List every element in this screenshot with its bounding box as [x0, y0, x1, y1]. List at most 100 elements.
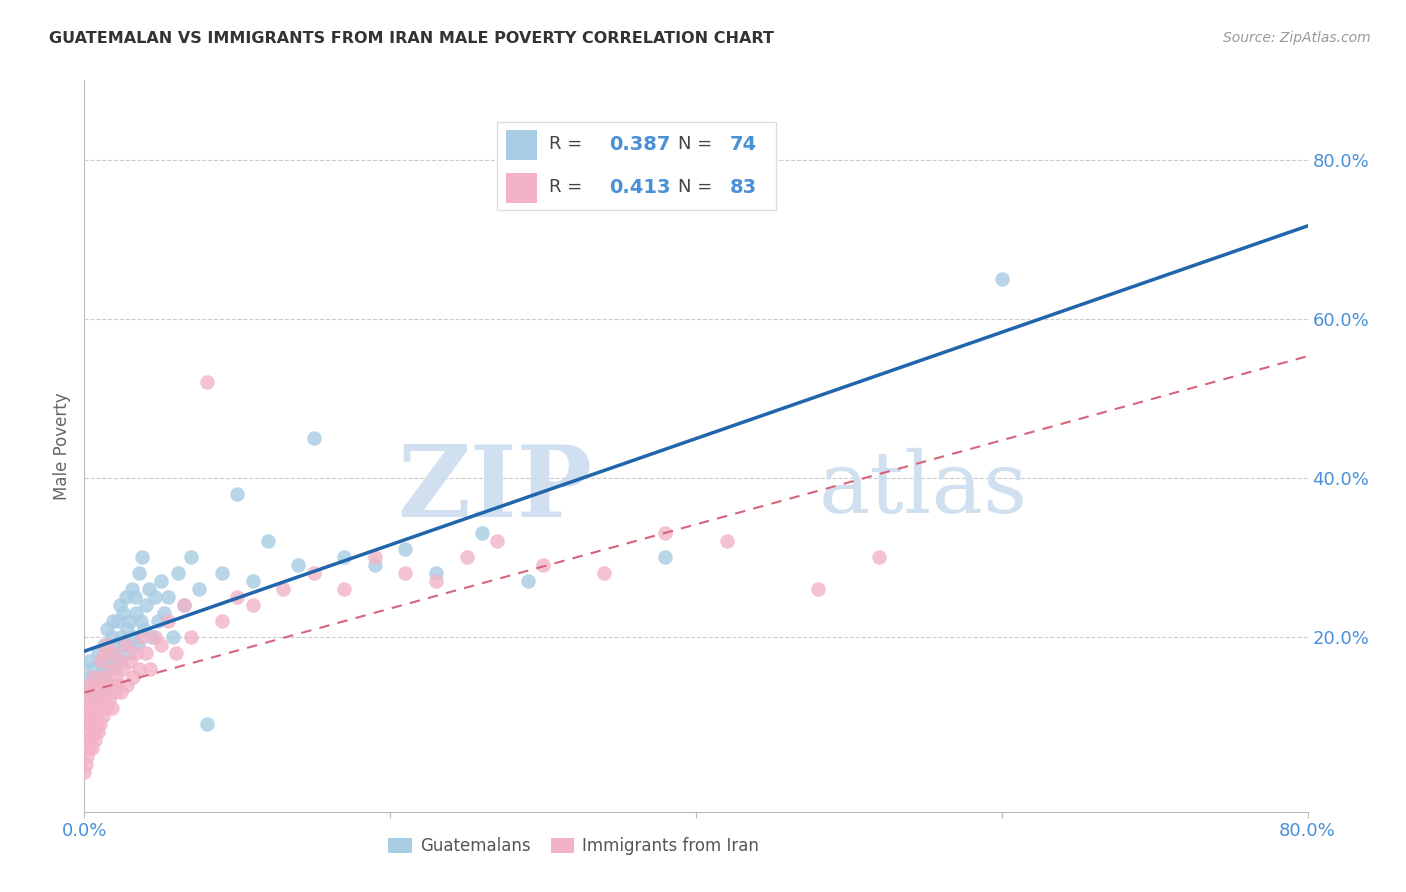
Point	[162, 630, 184, 644]
Point	[122, 669, 145, 683]
Point	[128, 662, 150, 676]
Point	[80, 741, 103, 756]
Point	[104, 685, 127, 699]
Point	[105, 669, 128, 683]
Point	[132, 622, 155, 636]
Point	[394, 566, 416, 581]
Text: atlas: atlas	[818, 449, 1028, 532]
Point	[226, 486, 249, 500]
Point	[226, 590, 249, 604]
Point	[90, 654, 112, 668]
Point	[302, 431, 325, 445]
Point	[112, 638, 135, 652]
Point	[87, 725, 110, 739]
Legend: Guatemalans, Immigrants from Iran: Guatemalans, Immigrants from Iran	[381, 830, 766, 862]
Point	[97, 662, 120, 676]
Point	[79, 669, 101, 683]
Point	[120, 654, 142, 668]
Point	[531, 558, 554, 573]
Point	[111, 662, 134, 676]
Point	[75, 733, 97, 747]
Point	[157, 614, 180, 628]
Point	[257, 534, 280, 549]
Point	[188, 582, 211, 596]
Point	[165, 646, 187, 660]
Point	[124, 590, 146, 604]
Point	[89, 677, 111, 691]
Point	[104, 638, 127, 652]
Point	[97, 693, 120, 707]
Text: GUATEMALAN VS IMMIGRANTS FROM IRAN MALE POVERTY CORRELATION CHART: GUATEMALAN VS IMMIGRANTS FROM IRAN MALE …	[49, 31, 775, 46]
Point	[654, 550, 676, 565]
Point	[76, 677, 98, 691]
Point	[86, 669, 108, 683]
Point	[121, 582, 143, 596]
Point	[107, 677, 129, 691]
Point	[75, 757, 97, 772]
Point	[302, 566, 325, 581]
Point	[131, 630, 153, 644]
Point	[96, 654, 118, 668]
Point	[98, 646, 121, 660]
Point	[96, 622, 118, 636]
Point	[149, 638, 172, 652]
Point	[333, 582, 356, 596]
Point	[84, 693, 107, 707]
Point	[101, 677, 124, 691]
Point	[90, 701, 112, 715]
Point	[593, 566, 616, 581]
Point	[143, 590, 166, 604]
Point	[135, 598, 157, 612]
Point	[93, 638, 115, 652]
Point	[135, 646, 157, 660]
Point	[394, 542, 416, 557]
Point	[83, 701, 105, 715]
Point	[77, 741, 100, 756]
Point	[654, 526, 676, 541]
Point	[76, 749, 98, 764]
Point	[456, 550, 478, 565]
Point	[77, 654, 100, 668]
Point	[110, 630, 132, 644]
Point	[146, 614, 169, 628]
Point	[90, 685, 112, 699]
Point	[716, 534, 738, 549]
Point	[129, 614, 152, 628]
Point	[211, 614, 233, 628]
Point	[96, 638, 118, 652]
Point	[173, 598, 195, 612]
Point	[77, 717, 100, 731]
Point	[869, 550, 891, 565]
Point	[87, 693, 110, 707]
Point	[127, 638, 149, 652]
Point	[211, 566, 233, 581]
Point	[83, 725, 105, 739]
Point	[93, 646, 115, 660]
Point	[115, 622, 138, 636]
Point	[84, 677, 107, 691]
Point	[103, 614, 125, 628]
Point	[122, 630, 145, 644]
Point	[76, 693, 98, 707]
Point	[94, 701, 117, 715]
Point	[75, 677, 97, 691]
Point	[77, 693, 100, 707]
Point	[101, 630, 124, 644]
Y-axis label: Male Poverty: Male Poverty	[53, 392, 72, 500]
Point	[125, 606, 148, 620]
Point	[73, 741, 96, 756]
Point	[242, 598, 264, 612]
Point	[138, 582, 160, 596]
Point	[139, 662, 162, 676]
Text: Source: ZipAtlas.com: Source: ZipAtlas.com	[1223, 31, 1371, 45]
Point	[180, 550, 202, 565]
Point	[91, 709, 114, 723]
Point	[76, 725, 98, 739]
Point	[425, 574, 447, 589]
Point	[80, 662, 103, 676]
Point	[333, 550, 356, 565]
Point	[79, 709, 101, 723]
Point	[149, 574, 172, 589]
Point	[364, 550, 387, 565]
Point	[107, 614, 129, 628]
